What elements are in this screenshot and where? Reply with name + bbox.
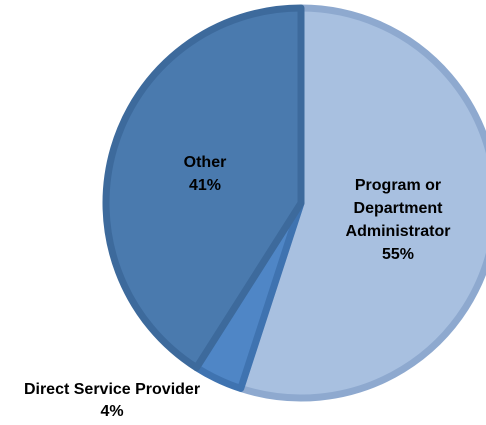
slice-label-admin-line3: Administrator (346, 223, 451, 240)
slice-label-admin-line2: Department (354, 200, 444, 217)
slice-label-dsp-name: Direct Service Provider (24, 381, 200, 398)
pie-slice-other (102, 4, 305, 372)
slice-label-admin-line1: Program or (355, 177, 441, 194)
slice-label-admin-percent: 55% (382, 246, 414, 263)
pie-slices (102, 4, 486, 402)
slice-label-dsp-percent: 4% (100, 403, 123, 420)
slice-label-other-percent: 41% (189, 177, 221, 194)
slice-label-other-name: Other (184, 154, 227, 171)
